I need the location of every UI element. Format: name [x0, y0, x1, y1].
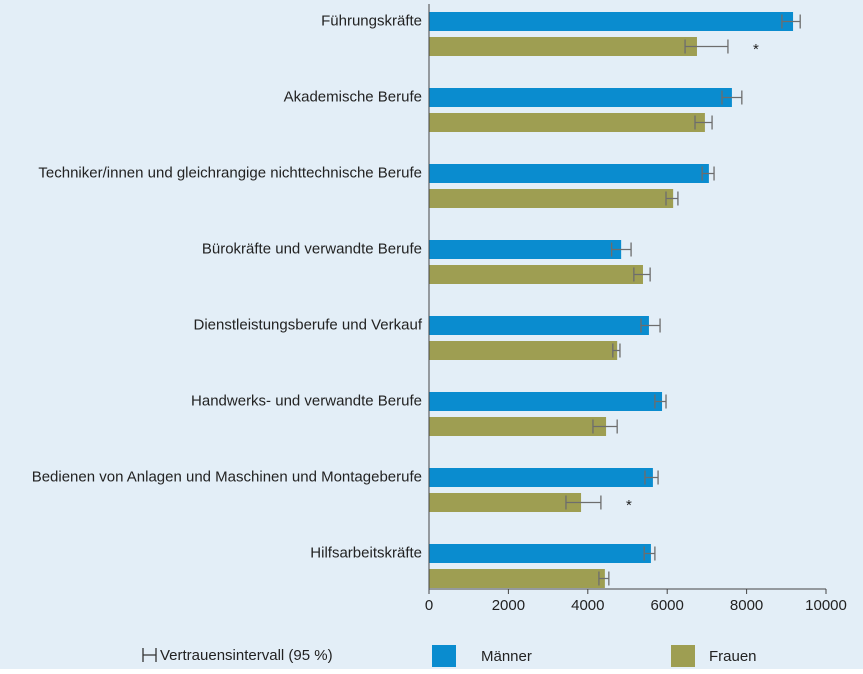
category-label: Bedienen von Anlagen und Maschinen und M… [32, 468, 422, 485]
category-label: Techniker/innen und gleichrangige nichtt… [38, 164, 422, 181]
bar [429, 341, 618, 360]
bar [429, 544, 651, 563]
error-bar [701, 166, 715, 181]
category-label: Bürokräfte und verwandte Berufe [202, 240, 422, 257]
bar [429, 468, 653, 487]
error-bar [643, 546, 656, 561]
error-bar [694, 115, 713, 130]
bar [429, 417, 607, 436]
annotation: * [753, 41, 759, 58]
error-bar [644, 470, 659, 485]
error-bar [781, 14, 801, 29]
bar [429, 88, 732, 107]
category-label: Führungskräfte [321, 12, 422, 29]
category-label: Akademische Berufe [284, 88, 422, 105]
error-bar [721, 90, 743, 105]
bar [429, 240, 622, 259]
legend-label: Frauen [709, 648, 757, 665]
bar [429, 164, 709, 183]
error-bar [684, 39, 729, 54]
error-bar [610, 242, 632, 257]
error-bar [654, 394, 667, 409]
x-tick-label: 10000 [805, 597, 847, 614]
error-bar [612, 343, 621, 358]
bar [429, 189, 674, 208]
bar [429, 113, 705, 132]
category-label: Hilfsarbeitskräfte [310, 544, 422, 561]
legend-swatch [671, 645, 695, 667]
bar [429, 493, 582, 512]
error-bar [565, 495, 602, 510]
legend-label: Männer [481, 648, 532, 665]
bar [429, 569, 605, 588]
error-bar [640, 318, 661, 333]
bar [429, 392, 663, 411]
category-label: Handwerks- und verwandte Berufe [191, 392, 422, 409]
annotation: * [626, 497, 632, 514]
bar [429, 37, 697, 56]
error-bar [665, 191, 679, 206]
x-tick-label: 4000 [571, 597, 604, 614]
error-bar [598, 571, 610, 586]
legend-swatch [432, 645, 456, 667]
bar [429, 265, 643, 284]
error-bar [633, 267, 651, 282]
bar [429, 12, 794, 31]
x-tick-label: 8000 [730, 597, 763, 614]
x-tick-label: 2000 [492, 597, 525, 614]
legend-label: Vertrauensintervall (95 %) [160, 647, 333, 664]
category-label: Dienstleistungsberufe und Verkauf [194, 316, 423, 333]
legend-error-icon [142, 648, 157, 662]
error-bar [592, 419, 618, 434]
x-tick-label: 6000 [651, 597, 684, 614]
x-tick-label: 0 [425, 597, 433, 614]
bar [429, 316, 649, 335]
